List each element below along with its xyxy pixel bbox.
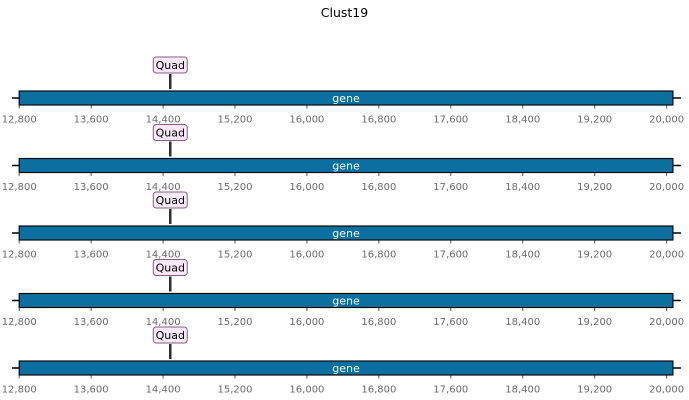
tick-label: 15,200: [218, 182, 253, 193]
tick-label: 16,000: [289, 385, 324, 396]
tick-label: 14,400: [146, 250, 181, 261]
tick-label: 17,600: [433, 385, 468, 396]
tick-label: 16,800: [361, 385, 396, 396]
tick-label: 13,600: [74, 250, 109, 261]
quad-marker-box: [152, 326, 188, 344]
tick-label: 18,400: [505, 317, 540, 328]
tick-label: 16,800: [361, 115, 396, 126]
tick-label: 16,000: [289, 115, 324, 126]
tick-label: 14,400: [146, 385, 181, 396]
tick-label: 17,600: [433, 250, 468, 261]
gene-feature: [18, 225, 674, 241]
track-5: 12,800 13,600 14,400 15,200 16,000 16,800 17,6…: [2, 326, 684, 396]
tick-label: 16,800: [361, 182, 396, 193]
track-3: 12,800 13,600 14,400 15,200 16,000 16,800 17,6…: [2, 191, 684, 261]
tick-label: 16,800: [361, 250, 396, 261]
track-4: 12,800 13,600 14,400 15,200 16,000 16,800 17,6…: [2, 259, 684, 328]
tick-label: 13,600: [74, 182, 109, 193]
quad-marker-box: [152, 191, 188, 209]
tick-label: 12,800: [2, 250, 37, 261]
quad-marker-label: Quad: [156, 194, 185, 207]
tick-label: 14,400: [146, 317, 181, 328]
tick-label: 15,200: [218, 385, 253, 396]
tick-label: 15,200: [218, 317, 253, 328]
gene-feature: [18, 90, 674, 106]
gene-feature-label: gene: [332, 160, 360, 173]
quad-marker-label: Quad: [156, 127, 185, 140]
gene-feature-label: gene: [332, 295, 360, 308]
track-2: 12,800 13,600 14,400 15,200 16,000 16,800 17,6…: [2, 124, 684, 193]
track-1: 12,800 13,600 14,400 15,200 16,000 16,800 17,6…: [2, 56, 684, 126]
tick-label: 19,200: [577, 115, 612, 126]
quad-marker-label: Quad: [156, 262, 185, 275]
gene-feature-label: gene: [332, 362, 360, 375]
tick-label: 16,000: [289, 317, 324, 328]
tick-label: 19,200: [577, 182, 612, 193]
tick-label: 18,400: [505, 385, 540, 396]
gene-feature: [18, 292, 674, 309]
quad-marker-box: [152, 56, 188, 74]
tick-label: 17,600: [433, 317, 468, 328]
tick-label: 17,600: [433, 115, 468, 126]
figure-title: Clust19: [320, 5, 369, 20]
tick-label: 16,000: [289, 250, 324, 261]
tick-label: 19,200: [577, 385, 612, 396]
gene-feature-label: gene: [332, 227, 360, 240]
tick-label: 20,000: [649, 115, 684, 126]
quad-marker-box: [152, 124, 188, 141]
tick-label: 14,400: [146, 115, 181, 126]
tick-label: 12,800: [2, 385, 37, 396]
tick-label: 20,000: [649, 385, 684, 396]
gene-feature: [18, 360, 674, 376]
tick-label: 19,200: [577, 317, 612, 328]
tick-label: 14,400: [146, 182, 181, 193]
tick-label: 13,600: [74, 115, 109, 126]
tick-label: 18,400: [505, 115, 540, 126]
tick-label: 19,200: [577, 250, 612, 261]
tick-label: 20,000: [649, 182, 684, 193]
tick-label: 20,000: [649, 317, 684, 328]
tick-label: 12,800: [2, 115, 37, 126]
tick-label: 16,000: [289, 182, 324, 193]
tick-label: 18,400: [505, 250, 540, 261]
tick-label: 17,600: [433, 182, 468, 193]
tick-label: 16,800: [361, 317, 396, 328]
quad-marker-label: Quad: [156, 59, 185, 72]
gene-feature-label: gene: [332, 92, 360, 105]
tick-label: 12,800: [2, 317, 37, 328]
tick-label: 15,200: [218, 250, 253, 261]
tick-label: 15,200: [218, 115, 253, 126]
tick-label: 13,600: [74, 317, 109, 328]
tick-label: 18,400: [505, 182, 540, 193]
quad-marker-box: [152, 259, 188, 276]
gene-feature: [18, 157, 674, 174]
tick-label: 12,800: [2, 182, 37, 193]
quad-marker-label: Quad: [156, 329, 185, 342]
tick-label: 20,000: [649, 250, 684, 261]
tick-label: 13,600: [74, 385, 109, 396]
